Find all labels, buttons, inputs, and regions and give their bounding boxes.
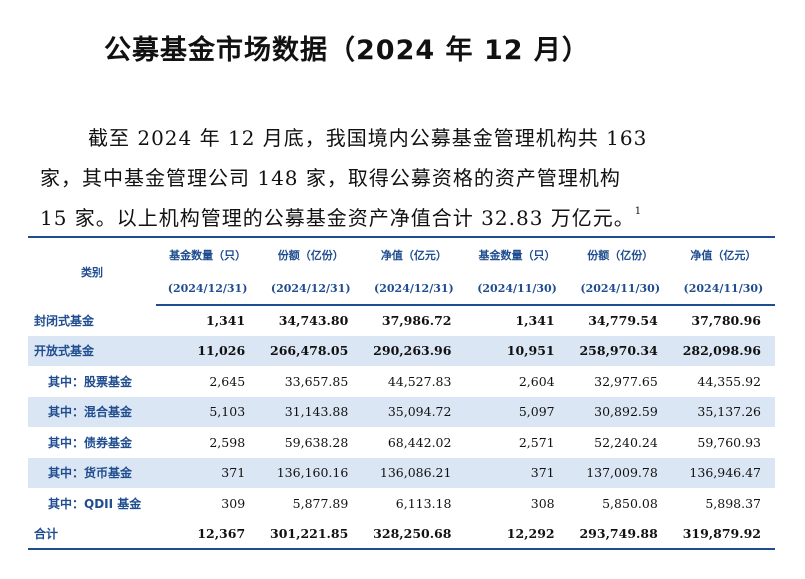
table-cell: 5,103 [156, 396, 260, 427]
table-cell: 35,137.26 [671, 396, 775, 427]
table-cell: 30,892.59 [568, 396, 672, 427]
table-cell: 1,341 [206, 313, 246, 329]
row-label: 其中：货币基金 [28, 457, 156, 488]
column-date: (2024/11/30) [465, 272, 569, 306]
table-cell: 258,970.34 [568, 335, 672, 366]
column-header: 净值（亿元） [671, 236, 775, 272]
header-row-labels: 类别 基金数量（只） 份额（亿份） 净值（亿元） 基金数量（只） 份额（亿份） … [28, 236, 775, 305]
row-label: 开放式基金 [28, 335, 156, 366]
table-cell: 12,292 [465, 518, 569, 550]
table-cell: 52,240.24 [594, 434, 658, 450]
table-cell: 34,779.54 [588, 313, 658, 329]
table-cell: 6,113.18 [395, 495, 452, 511]
summary-paragraph: 截至 2024 年 12 月底，我国境内公募基金管理机构共 163 家，其中基金… [40, 118, 730, 238]
table-row: 其中：债券基金 2,598 59,638.28 68,442.02 2,571 … [28, 427, 775, 458]
paragraph-line-3-text: 15 家。以上机构管理的公募基金资产净值合计 32.83 万亿元。 [40, 206, 635, 230]
column-header: 净值（亿元） [362, 236, 466, 272]
table-row-total: 合计 12,367 301,221.85 328,250.68 12,292 2… [28, 518, 775, 550]
table-cell: 290,263.96 [362, 335, 466, 366]
row-label: 其中：股票基金 [48, 374, 133, 389]
table-row: 其中：货币基金 371 136,160.16 136,086.21 371 13… [28, 457, 775, 488]
table-row: 其中：QDII 基金 309 5,877.89 6,113.18 308 5,8… [28, 488, 775, 519]
fund-data-table: 类别 基金数量（只） 份额（亿份） 净值（亿元） 基金数量（只） 份额（亿份） … [28, 236, 775, 550]
paragraph-line-3: 15 家。以上机构管理的公募基金资产净值合计 32.83 万亿元。1 [40, 198, 730, 238]
column-date: (2024/12/31) [259, 272, 363, 306]
table-cell: 5,898.37 [705, 495, 761, 511]
table-cell: 37,780.96 [691, 313, 761, 329]
paragraph-line-2: 家，其中基金管理公司 148 家，取得公募资格的资产管理机构 [40, 166, 621, 190]
table-row: 其中：混合基金 5,103 31,143.88 35,094.72 5,097 … [28, 396, 775, 427]
table-cell: 136,086.21 [362, 457, 466, 488]
table-row: 开放式基金 11,026 266,478.05 290,263.96 10,95… [28, 335, 775, 366]
table-cell: 266,478.05 [259, 335, 363, 366]
paragraph-line-1: 截至 2024 年 12 月底，我国境内公募基金管理机构共 163 [88, 126, 648, 150]
table-cell: 2,645 [209, 373, 246, 389]
table-cell: 59,638.28 [284, 434, 349, 450]
table-cell: 282,098.96 [671, 335, 775, 366]
table-cell: 301,221.85 [259, 518, 363, 550]
table-cell: 35,094.72 [362, 396, 466, 427]
column-header: 份额（亿份） [568, 236, 672, 272]
row-label: 其中：混合基金 [28, 396, 156, 427]
table-cell: 2,598 [209, 434, 246, 450]
table-cell: 33,657.85 [284, 373, 349, 389]
table-cell: 37,986.72 [381, 313, 452, 329]
table-cell: 1,341 [515, 313, 555, 329]
table-cell: 12,367 [156, 518, 260, 550]
table-cell: 137,009.78 [568, 457, 672, 488]
column-date: (2024/12/31) [362, 272, 466, 306]
row-label: 合计 [28, 518, 156, 550]
table-cell: 59,760.93 [697, 434, 761, 450]
table-cell: 32,977.65 [594, 373, 658, 389]
table-cell: 2,571 [518, 434, 555, 450]
category-header: 类别 [28, 236, 156, 305]
header-row-dates: (2024/12/31) (2024/12/31) (2024/12/31) (… [28, 272, 775, 306]
table-cell: 5,850.08 [602, 495, 658, 511]
column-header: 份额（亿份） [259, 236, 363, 272]
footnote-mark: 1 [634, 206, 643, 217]
row-label: 封闭式基金 [34, 313, 95, 328]
column-date: (2024/11/30) [568, 272, 672, 306]
table-cell: 31,143.88 [259, 396, 363, 427]
table-cell: 68,442.02 [387, 434, 452, 450]
table-cell: 10,951 [465, 335, 569, 366]
column-date: (2024/12/31) [156, 272, 260, 306]
table-cell: 11,026 [156, 335, 260, 366]
column-header: 基金数量（只） [156, 236, 260, 272]
table-cell: 309 [221, 495, 246, 511]
table-cell: 136,946.47 [671, 457, 775, 488]
table-row: 封闭式基金 1,341 34,743.80 37,986.72 1,341 34… [28, 305, 775, 336]
column-date: (2024/11/30) [671, 272, 775, 306]
table-cell: 293,749.88 [568, 518, 672, 550]
page-title: 公募基金市场数据（2024 年 12 月） [104, 35, 590, 66]
table-cell: 34,743.80 [278, 313, 349, 329]
table-row: 其中：股票基金 2,645 33,657.85 44,527.83 2,604 … [28, 366, 775, 397]
table-cell: 371 [465, 457, 569, 488]
table-cell: 5,877.89 [292, 495, 349, 511]
table-cell: 371 [156, 457, 260, 488]
table-cell: 44,355.92 [697, 373, 761, 389]
table-cell: 308 [530, 495, 555, 511]
table-cell: 5,097 [465, 396, 569, 427]
row-label: 其中：QDII 基金 [48, 496, 142, 511]
row-label: 其中：债券基金 [48, 435, 133, 450]
table-cell: 319,879.92 [671, 518, 775, 550]
table-cell: 2,604 [518, 373, 555, 389]
column-header: 基金数量（只） [465, 236, 569, 272]
table-cell: 136,160.16 [259, 457, 363, 488]
table-cell: 328,250.68 [362, 518, 466, 550]
table-cell: 44,527.83 [387, 373, 452, 389]
